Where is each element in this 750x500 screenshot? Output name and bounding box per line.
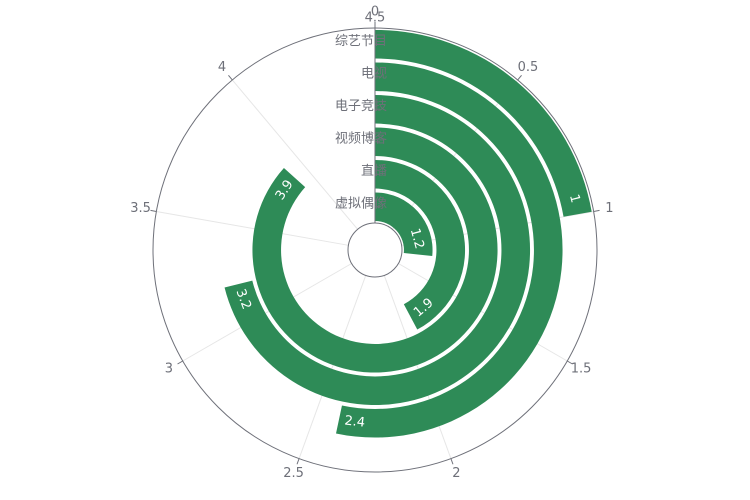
bar-直播 (375, 159, 466, 330)
angle-tick-label: 3.5 (130, 201, 151, 216)
angle-tick (517, 75, 522, 81)
angle-tick (593, 209, 600, 212)
angle-grid-line (156, 210, 349, 246)
angle-tick-label: 0.5 (518, 60, 539, 75)
angle-tick-label: 1 (605, 201, 613, 216)
bar-虚拟偶像 (375, 192, 433, 257)
value-label-虚拟偶像: 1.2 (407, 227, 427, 251)
angle-tick (296, 458, 300, 465)
angle-grid-line (398, 263, 568, 362)
category-label: 虚拟偶像 (335, 196, 387, 211)
angle-grid-line (298, 275, 367, 459)
angle-tick (228, 75, 233, 81)
angle-tick-label: 4.5 (365, 11, 386, 26)
value-label-综艺节目: 1 (566, 193, 583, 205)
inner-axis-circle (347, 222, 403, 278)
angle-grid-line (391, 79, 519, 230)
angle-tick-label: 1.5 (571, 362, 592, 377)
angle-tick-label: 0 (371, 5, 379, 20)
bar-综艺节目 (375, 29, 592, 217)
angle-grid-line (231, 79, 359, 230)
category-axis: 虚拟偶像 直播 视频博客 电子竞技 电视 综艺节目 (335, 28, 387, 223)
angle-grid-line (401, 210, 594, 246)
category-label: 电视 (361, 66, 387, 81)
angle-grid-line (383, 275, 452, 459)
angle-tick-label: 2.5 (283, 466, 304, 481)
angle-grid (156, 28, 594, 459)
category-label: 视频博客 (335, 130, 387, 146)
category-label: 电子竞技 (335, 98, 387, 114)
category-label: 综艺节目 (335, 34, 387, 49)
angle-tick (450, 458, 454, 465)
angle-tick (567, 360, 573, 365)
angle-tick-label: 4 (218, 60, 226, 75)
bars-group (224, 29, 592, 438)
bar-电视 (336, 62, 563, 438)
angle-grid-line (182, 263, 352, 362)
value-label-电子竞技: 3.2 (233, 287, 254, 312)
value-label-电视: 2.4 (344, 413, 366, 430)
category-label: 直播 (361, 164, 387, 179)
angle-tick (177, 360, 183, 365)
angle-tick (150, 209, 157, 212)
angle-tick-label: 3 (165, 362, 173, 377)
angle-tick-label: 2 (452, 466, 460, 481)
